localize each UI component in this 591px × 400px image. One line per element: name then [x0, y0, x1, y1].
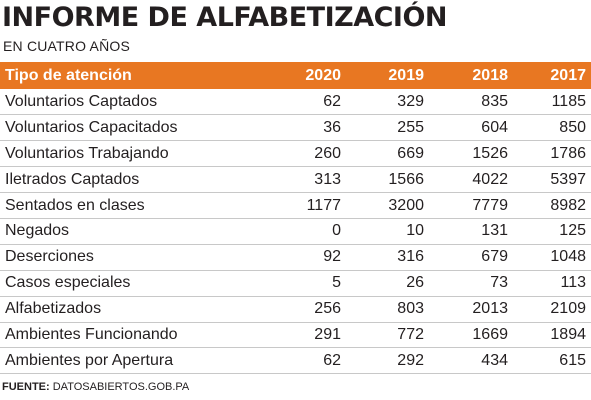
column-header-year: 2020	[305, 66, 341, 84]
column-header-year: 2019	[388, 66, 424, 84]
table-cell-value: 260	[314, 144, 341, 162]
table-header: Tipo de atención 2020 2019 2018 2017	[0, 62, 591, 89]
row-label: Casos especiales	[5, 274, 131, 292]
table-row: Ambientes Funcionando 291 772 1669 1894	[0, 322, 591, 348]
table-row: Voluntarios Captados 62 329 835 1185	[0, 89, 591, 115]
table-row: Deserciones 92 316 679 1048	[0, 244, 591, 271]
table-cell-value: 313	[314, 170, 341, 188]
table-cell-value: 291	[314, 325, 341, 343]
page-subtitle: EN CUATRO AÑOS	[3, 38, 131, 54]
table-cell-value: 1566	[388, 170, 424, 188]
table-cell-value: 131	[481, 222, 508, 240]
source-note: FUENTE: DATOSABIERTOS.GOB.PA	[2, 380, 189, 394]
table-cell-value: 850	[559, 118, 586, 136]
table-cell-value: 1048	[550, 248, 586, 266]
row-label: Voluntarios Captados	[5, 92, 158, 110]
table-cell-value: 26	[406, 274, 424, 292]
source-text: DATOSABIERTOS.GOB.PA	[52, 381, 190, 393]
column-header-type: Tipo de atención	[5, 66, 132, 84]
literacy-report-table: Tipo de atención 2020 2019 2018 2017 Volunta…	[0, 62, 591, 374]
row-label: Negados	[5, 222, 70, 240]
table-cell-value: 3200	[388, 196, 424, 214]
table-cell-value: 1669	[472, 325, 508, 343]
table-cell-value: 1177	[306, 196, 341, 214]
row-label: Sentados en clases	[5, 196, 145, 214]
table-cell-value: 5397	[550, 170, 586, 188]
table-cell-value: 1185	[551, 92, 586, 110]
row-label: Ambientes por Apertura	[5, 351, 174, 369]
table-cell-value: 604	[481, 118, 508, 136]
table-cell-value: 2109	[550, 300, 586, 318]
table-cell-value: 2013	[472, 300, 508, 318]
table-cell-value: 62	[323, 92, 341, 110]
table-cell-value: 772	[397, 325, 424, 343]
table-body: Voluntarios Captados 62 329 835 1185 Voluntar…	[0, 89, 591, 374]
table-cell-value: 329	[397, 92, 424, 110]
table-cell-value: 803	[397, 300, 424, 318]
header-row: Tipo de atención 2020 2019 2018 2017	[0, 62, 591, 89]
table-cell-value: 125	[559, 222, 586, 240]
row-label: Ambientes Funcionando	[5, 325, 178, 343]
table-cell-value: 73	[490, 274, 508, 292]
table-cell-value: 4022	[472, 170, 508, 188]
table-cell-value: 615	[559, 351, 586, 369]
table-cell-value: 92	[323, 248, 341, 266]
table-cell-value: 256	[314, 300, 341, 318]
table-row: Ambientes por Apertura 62 292 434 615	[0, 348, 591, 374]
table-cell-value: 62	[323, 351, 341, 369]
table-row: Alfabetizados 256 803 2013 2109	[0, 296, 591, 323]
table-cell-value: 5	[332, 274, 341, 292]
row-label: Deserciones	[5, 248, 94, 266]
table-cell-value: 1894	[550, 325, 586, 343]
column-header-year: 2018	[472, 66, 508, 84]
table-cell-value: 1526	[472, 144, 508, 162]
table-row: Casos especiales 5 26 73 113	[0, 270, 591, 297]
table-cell-value: 8982	[550, 196, 586, 214]
table-cell-value: 255	[397, 118, 424, 136]
table-row: Voluntarios Capacitados 36 255 604 850	[0, 115, 591, 141]
table-cell-value: 113	[560, 274, 586, 292]
table-cell-value: 669	[397, 144, 424, 162]
column-header-year: 2017	[550, 66, 586, 84]
table-cell-value: 316	[397, 248, 424, 266]
table-row: Voluntarios Trabajando 260 669 1526 1786	[0, 141, 591, 167]
table-cell-value: 835	[481, 92, 508, 110]
row-label: Voluntarios Capacitados	[5, 118, 178, 136]
row-label: Voluntarios Trabajando	[5, 144, 169, 162]
row-label: Alfabetizados	[5, 300, 102, 318]
table-row: Sentados en clases 1177 3200 7779 8982	[0, 193, 591, 219]
table-cell-value: 679	[481, 248, 508, 266]
table-cell-value: 10	[406, 222, 424, 240]
source-label: FUENTE:	[2, 381, 50, 393]
table-cell-value: 7779	[472, 196, 508, 214]
table-cell-value: 1786	[550, 144, 586, 162]
page-title: INFORME DE ALFABETIZACIÓN	[2, 2, 448, 33]
table-cell-value: 434	[481, 351, 508, 369]
table-cell-value: 0	[332, 222, 341, 240]
table-cell-value: 292	[397, 351, 424, 369]
table-row: Negados 0 10 131 125	[0, 218, 591, 245]
table-row: Iletrados Captados 313 1566 4022 5397	[0, 167, 591, 193]
row-label: Iletrados Captados	[5, 170, 140, 188]
table-cell-value: 36	[323, 118, 341, 136]
